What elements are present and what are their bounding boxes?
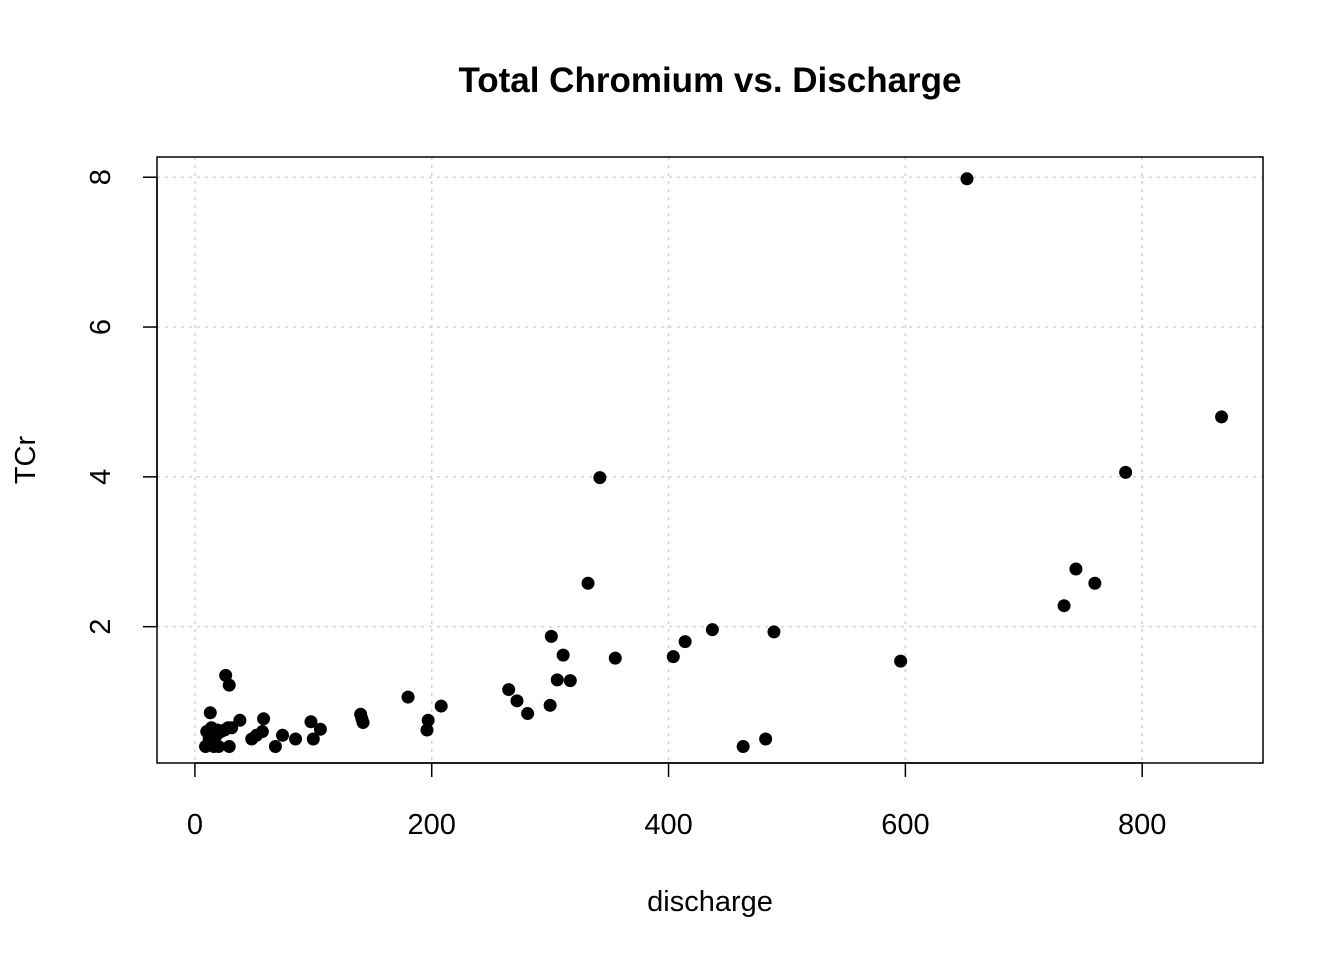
data-point-20	[257, 712, 271, 726]
data-point-54	[1069, 562, 1083, 576]
x-tick-label-0: 0	[187, 809, 203, 841]
chart-title: Total Chromium vs. Discharge	[458, 61, 961, 100]
data-point-43	[593, 471, 607, 485]
plot-area-border	[156, 156, 1264, 764]
x-tick-label-3: 600	[881, 809, 929, 841]
data-point-19	[255, 725, 269, 739]
x-axis: 0 200 400 600 800	[187, 762, 1166, 841]
grid	[157, 157, 1263, 763]
data-point-14	[222, 678, 236, 692]
data-point-26	[313, 722, 327, 736]
data-point-30	[401, 690, 415, 704]
y-tick-label-2: 6	[85, 319, 117, 335]
y-axis: 2 4 6 8	[85, 169, 158, 635]
data-point-40	[556, 648, 570, 662]
y-axis-label: TCr	[10, 436, 42, 485]
data-point-44	[608, 651, 622, 665]
data-point-34	[502, 683, 516, 697]
data-point-46	[678, 635, 692, 649]
y-tick-label-1: 4	[85, 469, 117, 485]
data-point-21	[268, 740, 282, 754]
data-point-25	[306, 732, 320, 746]
data-point-36	[521, 707, 535, 721]
data-point-57	[1215, 410, 1229, 424]
data-point-3	[203, 706, 217, 720]
data-point-24	[304, 715, 318, 729]
data-point-42	[581, 576, 595, 590]
data-point-33	[434, 699, 448, 713]
data-point-13	[222, 740, 236, 754]
x-tick-label-1: 200	[408, 809, 456, 841]
data-point-16	[233, 713, 247, 727]
y-tick-label-0: 2	[85, 619, 117, 635]
data-point-51	[894, 654, 908, 668]
data-point-39	[550, 673, 564, 687]
y-tick-label-3: 8	[85, 169, 117, 185]
data-point-49	[759, 732, 773, 746]
data-point-45	[666, 650, 680, 664]
data-point-55	[1088, 576, 1102, 590]
data-point-38	[544, 629, 558, 643]
data-point-52	[960, 172, 974, 186]
data-point-48	[736, 740, 750, 754]
data-point-41	[563, 674, 577, 688]
data-point-31	[420, 723, 434, 737]
data-point-50	[767, 625, 781, 639]
data-point-56	[1119, 465, 1133, 479]
x-tick-label-4: 800	[1118, 809, 1166, 841]
data-point-22	[276, 728, 290, 742]
data-point-29	[356, 716, 370, 730]
data-point-53	[1057, 599, 1071, 613]
x-axis-label: discharge	[647, 886, 773, 918]
data-point-32	[421, 713, 435, 727]
data-points	[199, 172, 1229, 754]
data-point-15	[225, 721, 239, 735]
data-point-23	[289, 732, 303, 746]
data-point-35	[510, 694, 524, 708]
x-tick-label-2: 400	[644, 809, 692, 841]
data-point-47	[705, 623, 719, 637]
data-point-8	[212, 740, 226, 754]
data-point-37	[543, 698, 557, 712]
